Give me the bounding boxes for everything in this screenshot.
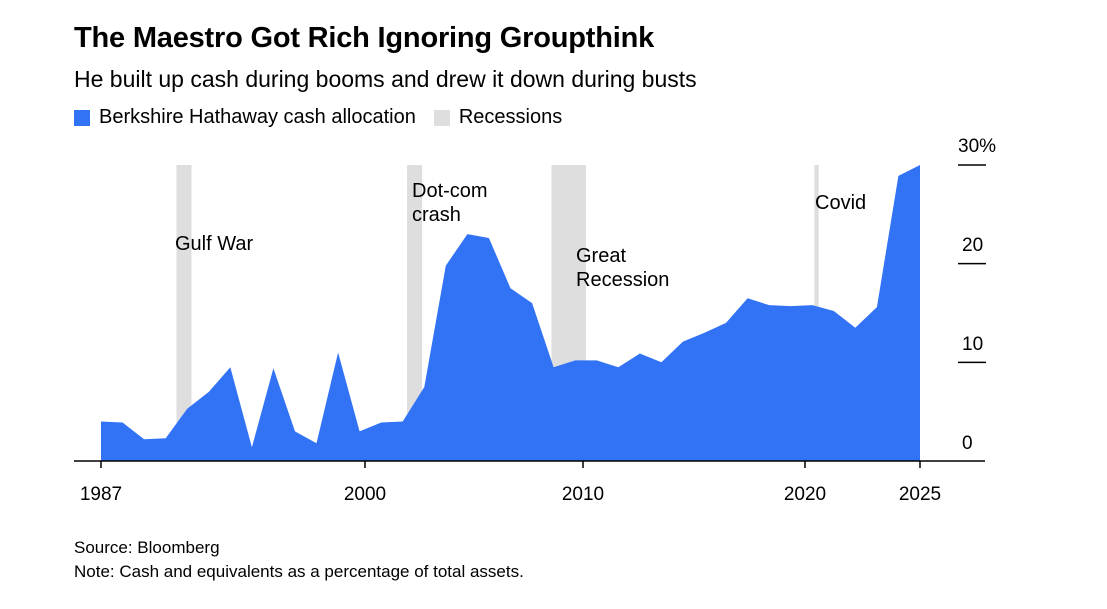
y-tick-label: 20 [962,235,983,256]
annotation-great-recession: Great Recession [576,245,669,291]
x-tick-label: 2010 [562,484,604,505]
legend-swatch-cash [74,109,90,126]
recession-band-1 [407,165,423,461]
x-tick-label: 2025 [899,484,941,505]
y-tick-label: 30% [958,136,996,157]
chart-title: The Maestro Got Rich Ignoring Groupthink [74,22,655,54]
legend-item-recessions: Recessions [433,106,563,129]
y-tick-label: 0 [962,433,973,454]
annotation-gulf-war: Gulf War [175,233,253,255]
annotation-covid: Covid [815,192,866,214]
chart-subtitle: He built up cash during booms and drew i… [74,66,697,92]
y-tick-label: 10 [962,334,983,355]
legend-swatch-recessions [433,109,450,126]
x-tick-label: 2000 [344,484,386,505]
cash-allocation-area [101,165,920,461]
legend-label-cash: Berkshire Hathaway cash allocation [99,106,416,128]
legend: Berkshire Hathaway cash allocation Reces… [74,106,580,129]
annotation-dot-com-crash: Dot-com crash [412,180,488,226]
x-tick-label: 1987 [80,484,122,505]
legend-label-recessions: Recessions [458,106,563,128]
x-tick-label: 2020 [784,484,826,505]
footnote: Note: Cash and equivalents as a percenta… [74,562,524,581]
legend-item-cash: Berkshire Hathaway cash allocation [74,106,416,129]
source-note: Source: Bloomberg [74,538,220,557]
recession-band-0 [176,165,192,461]
